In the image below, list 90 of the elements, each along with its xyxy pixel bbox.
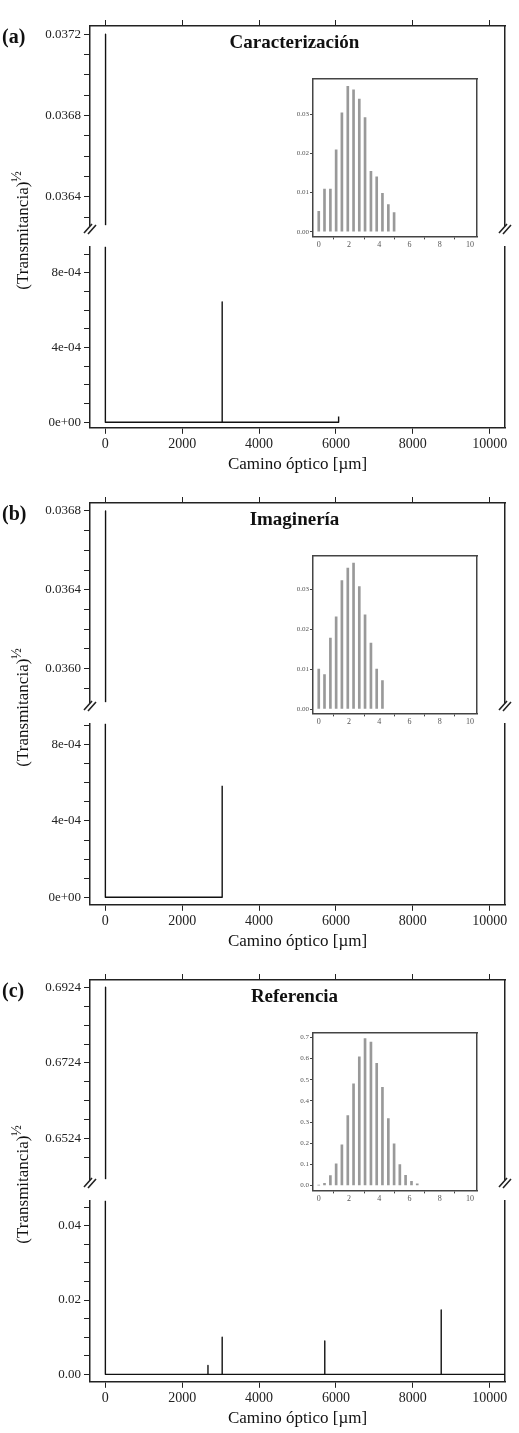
y-tick-label: 0.0368 xyxy=(45,106,81,122)
y-tick-label: 4e-04 xyxy=(51,812,82,828)
x-tick-label: 6000 xyxy=(321,1389,350,1405)
x-tick-label: 8000 xyxy=(398,912,427,928)
y-tick-label: 0.0364 xyxy=(45,188,82,204)
x-tick-label: 2 xyxy=(347,240,352,250)
bar xyxy=(375,1062,379,1186)
x-tick-label: 6 xyxy=(407,1194,412,1204)
x-axis-title: Camino óptico [µm] xyxy=(227,454,368,474)
chart-title: Caracterización xyxy=(229,31,360,53)
y-tick-label: 0.0364 xyxy=(45,581,82,597)
text: (a) xyxy=(2,25,26,49)
text: (c) xyxy=(2,979,25,1003)
x-tick-label: 0 xyxy=(316,717,321,727)
x-tick-label: 10 xyxy=(466,717,475,727)
bar xyxy=(352,1083,355,1186)
x-tick-label: 2 xyxy=(347,717,352,727)
x-tick-label: 2000 xyxy=(168,435,197,451)
bar xyxy=(404,1175,407,1186)
bar xyxy=(317,668,321,709)
bar xyxy=(329,637,332,709)
bar xyxy=(346,1115,350,1186)
y-tick-label: 8e-04 xyxy=(51,736,82,752)
y-tick-label: 0.04 xyxy=(58,1217,82,1233)
bar xyxy=(323,1183,326,1186)
bar xyxy=(375,176,379,232)
bar xyxy=(329,1175,332,1186)
bar xyxy=(346,85,350,232)
x-tick-label: 8 xyxy=(437,240,442,250)
bar xyxy=(375,668,379,709)
x-tick-label: 10 xyxy=(466,1194,475,1204)
bar xyxy=(357,98,361,232)
x-tick-label: 0 xyxy=(101,435,109,451)
x-tick-label: 10000 xyxy=(472,912,508,928)
y-tick-label: 0.02 xyxy=(58,1291,81,1307)
y-tick-label: 0.6524 xyxy=(45,1130,82,1146)
bar xyxy=(387,1118,390,1186)
bar xyxy=(323,674,326,709)
y-tick-label: 0e+00 xyxy=(48,888,81,904)
chart-title: Referencia xyxy=(250,985,339,1007)
x-tick-label: 4 xyxy=(377,240,382,250)
y-tick-label: 0.00 xyxy=(58,1365,81,1381)
x-tick-label: 10000 xyxy=(472,435,508,451)
bar xyxy=(357,1056,361,1186)
x-tick-label: 0 xyxy=(101,1389,109,1405)
bar xyxy=(352,89,355,232)
y-tick-label: 4e-04 xyxy=(51,338,82,354)
y-tick-label: 0.6924 xyxy=(45,978,82,994)
bar xyxy=(317,210,321,232)
x-tick-label: 10000 xyxy=(472,1389,508,1405)
x-axis-title: Camino óptico [µm] xyxy=(227,1408,368,1428)
x-tick-label: 6000 xyxy=(321,912,350,928)
x-tick-label: 0 xyxy=(316,1194,321,1204)
x-tick-label: 0 xyxy=(101,912,109,928)
x-tick-label: 4000 xyxy=(245,912,274,928)
chart-title: Imaginería xyxy=(249,508,340,530)
x-axis-title: Camino óptico [µm] xyxy=(227,931,368,951)
bar xyxy=(352,562,355,709)
x-tick-label: 4000 xyxy=(245,1389,274,1405)
bar xyxy=(381,680,384,709)
y-tick-label: 0e+00 xyxy=(48,413,81,429)
y-tick-label: 0.0368 xyxy=(45,502,81,518)
x-tick-label: 2000 xyxy=(168,912,197,928)
x-tick-label: 8000 xyxy=(398,1389,427,1405)
x-tick-label: 4 xyxy=(377,717,382,727)
y-tick-label: 0.0360 xyxy=(45,660,81,676)
y-tick-label: 0.6724 xyxy=(45,1054,82,1070)
x-tick-label: 8 xyxy=(437,1194,442,1204)
x-tick-label: 2000 xyxy=(168,1389,197,1405)
x-tick-label: 4 xyxy=(377,1194,382,1204)
x-tick-label: 8000 xyxy=(398,435,427,451)
bar xyxy=(381,192,384,232)
bar xyxy=(357,586,361,709)
x-tick-label: 6 xyxy=(407,717,412,727)
bar xyxy=(323,188,326,232)
text: (b) xyxy=(2,502,27,526)
bar xyxy=(329,188,332,232)
x-tick-label: 8 xyxy=(437,717,442,727)
bar xyxy=(381,1087,384,1186)
x-tick-label: 6000 xyxy=(321,435,350,451)
y-tick-label: 8e-04 xyxy=(51,264,82,280)
y-tick-label: 0.0372 xyxy=(45,25,81,41)
x-tick-label: 2 xyxy=(347,1194,352,1204)
bar xyxy=(346,567,350,709)
x-tick-label: 0 xyxy=(316,240,321,250)
bar xyxy=(410,1180,413,1186)
x-tick-label: 6 xyxy=(407,240,412,250)
bar xyxy=(387,204,390,232)
x-tick-label: 4000 xyxy=(245,435,274,451)
x-tick-label: 10 xyxy=(466,240,475,250)
